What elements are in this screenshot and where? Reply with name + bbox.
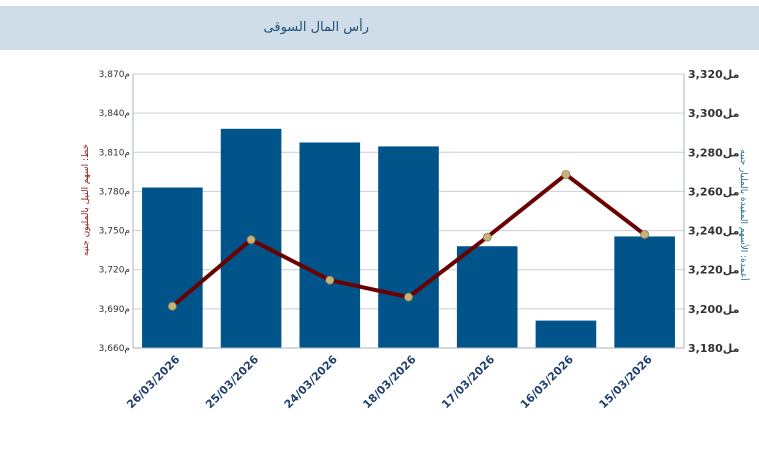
line-series: [167, 170, 650, 311]
line-point: [561, 170, 571, 179]
right-tick-label: مل3,240: [688, 225, 739, 238]
bar: [456, 246, 518, 348]
right-tick-label: مل3,220: [688, 264, 739, 277]
bar-series: [142, 128, 675, 348]
x-tick-label: 17/03/2026: [439, 353, 497, 411]
bar: [535, 320, 597, 348]
left-tick-label: 3,780م: [99, 187, 130, 197]
line-point: [325, 275, 335, 285]
right-tick-label: مل3,260: [688, 185, 739, 198]
right-tick-label: مل3,280: [688, 146, 739, 159]
left-axis-title: خط: اسهم النيل بالمليون جنيه: [81, 144, 91, 256]
bar: [378, 146, 439, 348]
right-axis-title: أعمدة: الأسهم المقيدة بالمليار جنيه: [738, 149, 750, 280]
bar: [614, 236, 675, 348]
bar: [299, 142, 361, 348]
left-axis-ticks: 3,660م 3,690م 3,720م 3,750م 3,780م 3,810م 3,84…: [99, 70, 130, 354]
line-point: [167, 301, 177, 311]
right-tick-label: مل3,300: [688, 107, 739, 120]
left-tick-label: 3,870م: [99, 70, 130, 80]
axes: [132, 74, 685, 349]
left-tick-label: 3,750م: [99, 227, 130, 237]
x-tick-label: 26/03/2026: [124, 353, 182, 411]
x-tick-label: 25/03/2026: [203, 353, 261, 411]
line-point: [404, 292, 413, 302]
chart-title: رأس المال السوقى: [263, 20, 369, 35]
line-point: [246, 235, 256, 245]
left-tick-label: 3,810م: [99, 148, 130, 158]
right-tick-label: مل3,180: [688, 342, 739, 355]
x-tick-label: 24/03/2026: [282, 353, 340, 411]
right-tick-label: مل3,320: [688, 68, 739, 81]
line-point: [640, 230, 650, 239]
right-axis-ticks: مل3,180 مل3,200 مل3,220 مل3,240 مل3,260 مل3,2…: [688, 68, 739, 355]
left-tick-label: 3,660م: [99, 344, 130, 354]
left-tick-label: 3,840م: [99, 109, 130, 119]
line-point: [482, 232, 492, 242]
x-tick-label: 16/03/2026: [518, 353, 576, 411]
bar: [142, 187, 203, 348]
chart-header: رأس المال السوقى: [0, 6, 759, 50]
left-tick-label: 3,690م: [99, 305, 130, 315]
x-axis-ticks: 26/03/2026 25/03/2026 24/03/2026 18/03/2026…: [124, 353, 655, 411]
left-tick-label: 3,720م: [99, 266, 130, 276]
x-tick-label: 18/03/2026: [360, 353, 418, 411]
x-tick-label: 15/03/2026: [597, 353, 655, 411]
right-tick-label: مل3,200: [688, 303, 739, 316]
